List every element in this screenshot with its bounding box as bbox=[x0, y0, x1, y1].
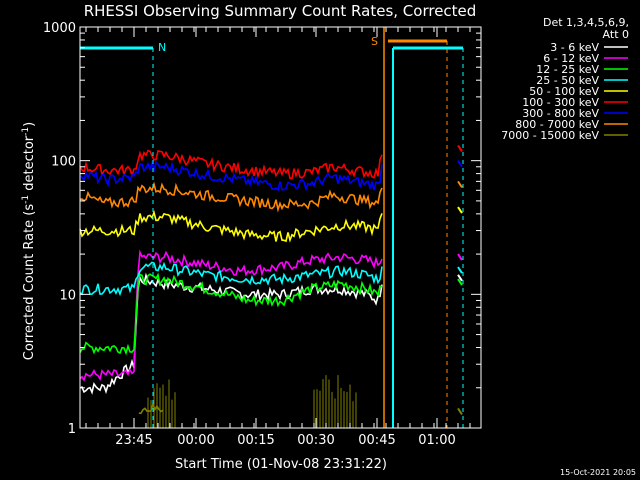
series-post-gap-segment bbox=[457, 206, 463, 214]
series-line bbox=[79, 149, 383, 180]
legend-entry-label: 7000 - 15000 keV bbox=[501, 129, 599, 142]
legend-entry-label: 3 - 6 keV bbox=[550, 41, 599, 54]
y-tick-label: 1000 bbox=[43, 21, 76, 36]
legend-entry-label: 6 - 12 keV bbox=[543, 52, 599, 65]
x-tick-label: 00:00 bbox=[177, 433, 214, 448]
axes-layer: 1 10 100 1000 23:45 00:00 00:15 00:30 00:45 01:00 bbox=[43, 21, 482, 448]
legend-entry-label: 12 - 25 keV bbox=[536, 63, 599, 76]
plot-frame bbox=[79, 26, 482, 429]
series-line bbox=[79, 159, 383, 192]
y-axis-label-part: detector bbox=[22, 135, 37, 195]
y-axis-label-superscript: -1 bbox=[21, 195, 31, 204]
series-post-gap-segment bbox=[457, 407, 463, 416]
legend-header-line-1: Det 1,3,4,5,6,9, bbox=[543, 16, 629, 29]
y-tick-label: 1 bbox=[68, 422, 76, 437]
series-line bbox=[79, 261, 383, 297]
legend-entry-label: 300 - 800 keV bbox=[522, 107, 599, 120]
x-tick-label: 00:15 bbox=[237, 433, 274, 448]
y-tick-label: 100 bbox=[51, 155, 76, 170]
series-post-gap-segment bbox=[457, 274, 463, 282]
series-line bbox=[79, 272, 383, 395]
series-line bbox=[79, 272, 383, 356]
series-line bbox=[79, 249, 383, 382]
saa-marker-label: S bbox=[371, 35, 378, 48]
series-line bbox=[79, 210, 383, 243]
y-axis-label-part: Corrected Count Rate (s bbox=[22, 204, 37, 361]
series-post-gap-segment bbox=[457, 253, 463, 261]
x-axis-label: Start Time (01-Nov-08 23:31:22) bbox=[175, 457, 387, 472]
series-post-gap-segment bbox=[457, 144, 463, 152]
chart-title: RHESSI Observing Summary Count Rates, Co… bbox=[84, 2, 477, 20]
x-tick-label: 00:30 bbox=[297, 433, 334, 448]
legend-entry-label: 25 - 50 keV bbox=[536, 74, 599, 87]
legend-entry-label: 100 - 300 keV bbox=[522, 96, 599, 109]
y-axis-label-superscript: -1 bbox=[21, 127, 31, 136]
night-marker-label: N bbox=[158, 41, 166, 54]
x-tick-label: 00:45 bbox=[358, 433, 395, 448]
x-tick-label: 23:45 bbox=[115, 433, 152, 448]
x-tick-label: 01:00 bbox=[418, 433, 455, 448]
series-post-gap-segment bbox=[457, 160, 463, 168]
legend-header-line-2: Att 0 bbox=[603, 28, 629, 41]
y-tick-label: 10 bbox=[59, 288, 76, 303]
y-axis-label-part: ) bbox=[22, 122, 37, 127]
series-post-gap-segment bbox=[457, 278, 463, 286]
legend-entry-label: 800 - 7000 keV bbox=[515, 118, 599, 131]
series-post-gap-segment bbox=[457, 180, 463, 188]
generation-timestamp: 15-Oct-2021 20:05 bbox=[560, 468, 636, 477]
series-line bbox=[79, 181, 383, 213]
legend-entry-label: 50 - 100 keV bbox=[529, 85, 599, 98]
series-post-gap-segment bbox=[457, 266, 463, 274]
y-axis-label: Corrected Count Rate (s-1 detector-1) bbox=[21, 122, 37, 360]
